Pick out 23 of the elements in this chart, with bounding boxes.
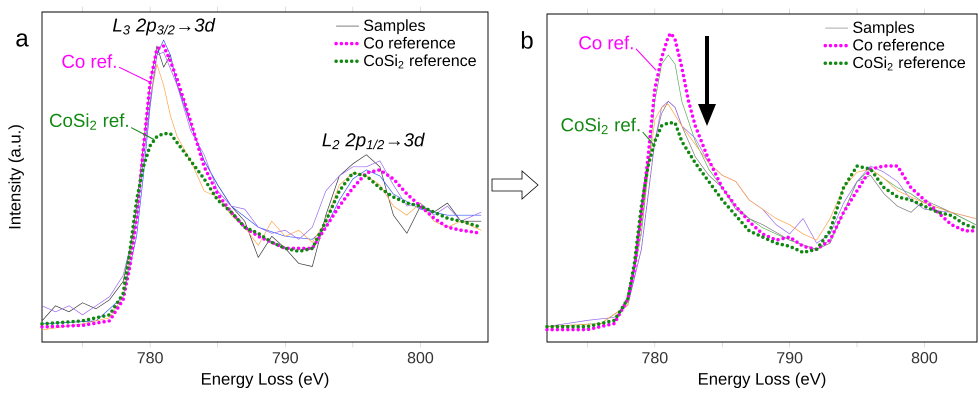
legend-label: Samples <box>853 21 914 36</box>
legend-label: Co reference <box>364 36 456 49</box>
x-axis-title: Energy Loss (eV) <box>202 372 328 388</box>
y-axis-title: Intensity (a.u.) <box>8 125 24 228</box>
annotation: Co ref. <box>579 36 633 50</box>
annotation: L$_{2}$ 2p$_{1/2}$→3d <box>322 132 425 150</box>
text: a <box>16 33 29 47</box>
annotation: CoSi$_{2}$ ref. <box>562 118 640 134</box>
text: b <box>522 31 533 49</box>
annotation: Co ref. <box>62 54 116 68</box>
x-tick-label: 800 <box>912 352 938 364</box>
legend-label: Co reference <box>853 38 944 51</box>
x-tick-label: 780 <box>138 352 163 364</box>
x-tick-label: 780 <box>642 352 668 364</box>
x-axis-title: Energy Loss (eV) <box>698 372 826 388</box>
x-tick-label: 800 <box>408 352 434 364</box>
x-tick-label: 790 <box>777 352 802 364</box>
annotation: CoSi$_{2}$ ref. <box>50 113 128 130</box>
x-tick-label: 790 <box>272 352 298 364</box>
legend-label: CoSi$_{2}$ reference <box>853 56 966 70</box>
legend-label: Samples <box>364 19 425 34</box>
annotation: L$_{3}$ 2p$_{3/2}$→3d <box>112 18 216 36</box>
legend-label: CoSi$_{2}$ reference <box>364 54 476 68</box>
